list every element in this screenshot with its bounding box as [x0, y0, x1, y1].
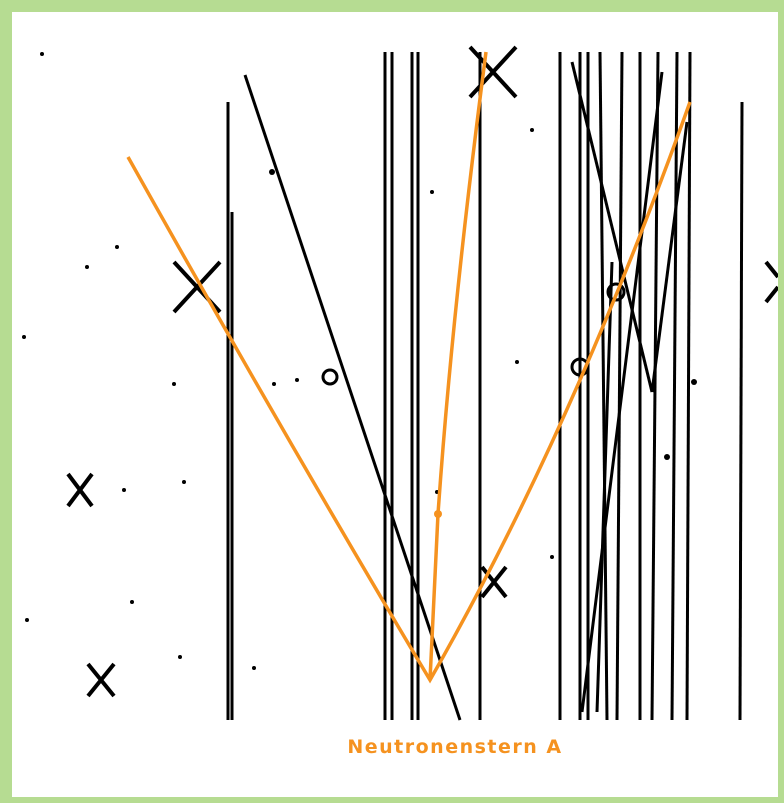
track — [740, 102, 742, 720]
cross — [470, 47, 516, 97]
dots — [22, 52, 697, 670]
cross — [766, 262, 778, 302]
image-panel: Neutronenstern A — [12, 12, 778, 797]
track — [245, 75, 460, 720]
spiral — [323, 370, 337, 384]
cross — [482, 567, 506, 597]
cross — [88, 664, 114, 696]
track — [687, 52, 690, 720]
frame: Neutronenstern A — [0, 0, 784, 803]
highlight-track — [430, 52, 486, 680]
caption: Neutronenstern A — [12, 736, 778, 758]
highlight-dot — [434, 510, 442, 518]
particle-tracks — [228, 52, 742, 720]
bubble-chamber-image — [12, 12, 778, 732]
cross — [68, 474, 92, 506]
